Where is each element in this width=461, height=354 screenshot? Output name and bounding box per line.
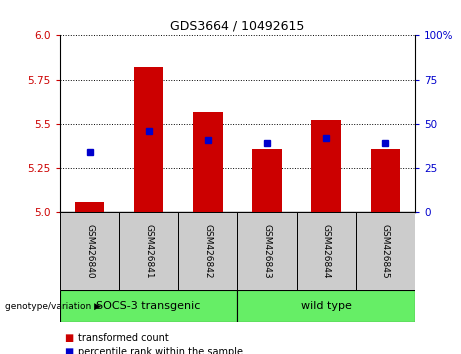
Bar xyxy=(252,149,282,212)
Text: genotype/variation ▶: genotype/variation ▶ xyxy=(5,302,100,311)
Text: GSM426843: GSM426843 xyxy=(262,224,272,279)
Text: GSM426845: GSM426845 xyxy=(381,224,390,279)
Bar xyxy=(356,212,415,290)
Bar xyxy=(311,120,341,212)
Text: transformed count: transformed count xyxy=(78,333,169,343)
Bar xyxy=(237,212,296,290)
Text: wild type: wild type xyxy=(301,301,352,311)
Text: GSM426844: GSM426844 xyxy=(322,224,331,279)
Bar xyxy=(119,212,178,290)
Bar xyxy=(75,202,104,212)
Text: GSM426840: GSM426840 xyxy=(85,224,94,279)
Bar xyxy=(296,212,356,290)
Bar xyxy=(60,212,119,290)
Text: GSM426842: GSM426842 xyxy=(203,224,213,279)
Bar xyxy=(371,149,400,212)
Bar xyxy=(193,112,223,212)
Text: ■: ■ xyxy=(65,333,74,343)
Text: ■: ■ xyxy=(65,347,74,354)
Bar xyxy=(60,290,237,322)
Bar xyxy=(134,67,164,212)
Bar xyxy=(237,290,415,322)
Text: SOCS-3 transgenic: SOCS-3 transgenic xyxy=(96,301,201,311)
Bar xyxy=(178,212,237,290)
Text: GSM426841: GSM426841 xyxy=(144,224,153,279)
Text: percentile rank within the sample: percentile rank within the sample xyxy=(78,347,243,354)
Title: GDS3664 / 10492615: GDS3664 / 10492615 xyxy=(170,20,305,33)
